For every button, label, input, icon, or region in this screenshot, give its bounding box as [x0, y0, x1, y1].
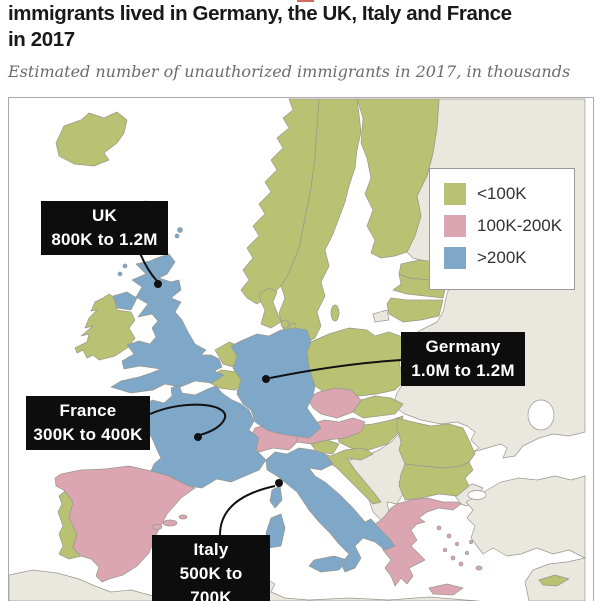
island-rhodes	[475, 565, 483, 571]
callout-country: France	[59, 401, 117, 420]
aegean-island	[450, 555, 456, 561]
legend-row-over-200k: >200K	[444, 247, 574, 269]
title-line-1: immigrants lived in Germany, the UK, Ita…	[8, 2, 512, 25]
aegean-island	[465, 551, 469, 555]
legend-label: 100K-200K	[477, 216, 563, 235]
legend-row-under-100k: <100K	[444, 183, 574, 205]
france-dot	[194, 433, 202, 441]
shetland	[177, 227, 183, 233]
chart-subtitle: Estimated number of unauthorized immigra…	[8, 62, 571, 81]
hebrides	[122, 263, 128, 269]
aegean-island	[436, 525, 442, 531]
aegean-island	[454, 541, 460, 547]
germany-leader-line	[269, 359, 402, 379]
callout-uk: UK 800K to 1.2M	[41, 201, 168, 255]
country-sweden	[278, 98, 362, 345]
uk-leader-line	[139, 252, 158, 282]
country-bulgaria	[398, 461, 474, 501]
europe-choropleth-map: <100K 100K-200K >200K UK 800K to 1.2M Ge…	[8, 97, 594, 601]
region-northern-ireland	[112, 291, 138, 311]
aegean-island	[469, 540, 473, 544]
legend-row-100k-200k: 100K-200K	[444, 215, 574, 237]
country-cyprus	[538, 574, 570, 587]
legend-swatch-100k-200k	[444, 215, 466, 237]
title-line-2: in 2017	[8, 28, 75, 51]
callout-range: 800K to 1.2M	[51, 230, 158, 249]
island-gotland	[330, 304, 340, 322]
callout-range: 500K to 700K	[179, 564, 243, 601]
callout-france: France 300K to 400K	[26, 396, 150, 450]
inland-seas	[467, 399, 555, 500]
country-great-britain	[110, 253, 225, 394]
country-spain	[54, 465, 196, 583]
callout-country: UK	[92, 206, 117, 225]
sea-of-azov	[527, 399, 555, 431]
legend-label: >200K	[477, 248, 527, 267]
aegean-island	[446, 533, 452, 539]
aegean-island	[458, 561, 464, 567]
legend-label: <100K	[477, 184, 527, 203]
callout-germany: Germany 1.0M to 1.2M	[401, 332, 525, 386]
country-italy	[265, 447, 396, 573]
legend-swatch-over-200k	[444, 247, 466, 269]
country-poland	[306, 327, 406, 399]
header: immigrants lived in Germany, the UK, Ita…	[8, 0, 592, 81]
over-200k-countries	[110, 227, 396, 573]
balearic-islands	[162, 519, 178, 527]
under-100k-countries	[55, 98, 570, 587]
balearic-islands	[151, 524, 163, 530]
country-iceland	[55, 111, 128, 167]
callout-country: Italy	[193, 540, 229, 559]
country-kaliningrad	[372, 309, 390, 323]
country-denmark	[258, 287, 282, 329]
sea-of-marmara	[467, 490, 487, 500]
island-sardinia	[265, 513, 286, 549]
country-turkey-anatolia	[465, 475, 586, 559]
france-leader-line	[149, 403, 227, 436]
uk-dot	[154, 280, 162, 288]
country-latvia	[392, 273, 448, 299]
country-ireland	[74, 293, 136, 361]
legend: <100K 100K-200K >200K	[429, 168, 575, 290]
island-sicily	[308, 555, 348, 573]
country-finland	[356, 98, 440, 259]
callout-range: 1.0M to 1.2M	[411, 361, 515, 380]
country-czech-republic	[306, 387, 362, 419]
germany-dot	[262, 375, 270, 383]
chart-title: immigrants lived in Germany, the UK, Ita…	[8, 0, 592, 53]
callout-range: 300K to 400K	[33, 425, 143, 444]
callout-annotations	[139, 252, 402, 536]
italy-leader-line	[219, 485, 276, 536]
italy-dot	[275, 479, 283, 487]
balearic-islands	[178, 514, 188, 520]
island-corsica	[269, 485, 283, 509]
shetland	[174, 233, 180, 239]
callout-country: Germany	[425, 337, 501, 356]
country-slovakia	[352, 395, 404, 419]
aegean-island	[442, 547, 448, 553]
country-france	[141, 384, 267, 489]
legend-swatch-under-100k	[444, 183, 466, 205]
danish-islands	[280, 319, 290, 329]
callout-italy: Italy 500K to 700K	[152, 535, 270, 601]
cutoff-text-artifact	[297, 0, 314, 2]
island-crete	[428, 583, 464, 596]
country-lithuania	[386, 297, 444, 323]
hebrides	[117, 271, 123, 277]
country-germany	[230, 327, 322, 439]
country-romania	[396, 417, 476, 469]
